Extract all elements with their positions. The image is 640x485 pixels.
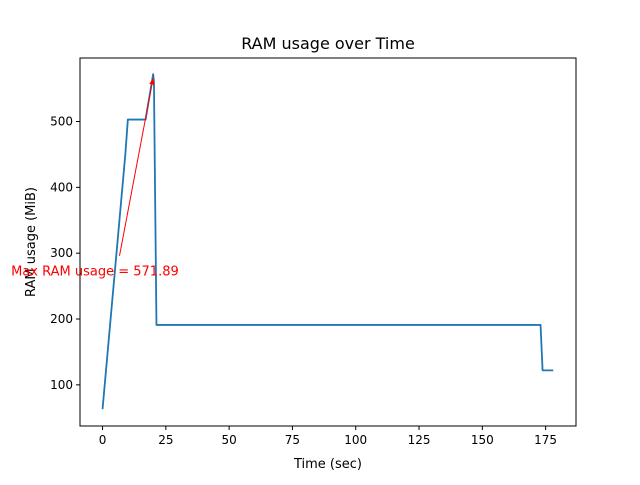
x-axis-label: Time (sec): [293, 457, 362, 472]
plot-frame: [79, 57, 577, 427]
y-tick-label: 500: [50, 115, 73, 129]
x-tick-label: 125: [408, 433, 431, 447]
annotation-arrow-head: [149, 78, 155, 85]
ram-usage-line: [101, 73, 554, 410]
axis-ticks: 0 25 50 75 100 125 150 175 100 200 300 400 500: [50, 115, 557, 447]
y-axis-label: RAM usage (MiB): [24, 187, 39, 297]
x-tick-label: 25: [158, 433, 173, 447]
annotation-arrow-line: [119, 77, 154, 256]
annotation-layer: Max RAM usage = 571.89: [11, 77, 179, 279]
x-tick-label: 175: [534, 433, 557, 447]
x-tick-label: 75: [285, 433, 300, 447]
chart-title: RAM usage over Time: [241, 34, 415, 53]
y-tick-label: 100: [50, 378, 73, 392]
x-tick-label: 50: [221, 433, 236, 447]
max-ram-annotation: Max RAM usage = 571.89: [11, 264, 179, 279]
y-tick-label: 400: [50, 180, 73, 194]
x-tick-label: 150: [471, 433, 494, 447]
x-tick-label: 0: [99, 433, 107, 447]
series-layer: [101, 73, 554, 410]
y-tick-label: 200: [50, 312, 73, 326]
x-tick-label: 100: [344, 433, 367, 447]
y-tick-label: 300: [50, 246, 73, 260]
